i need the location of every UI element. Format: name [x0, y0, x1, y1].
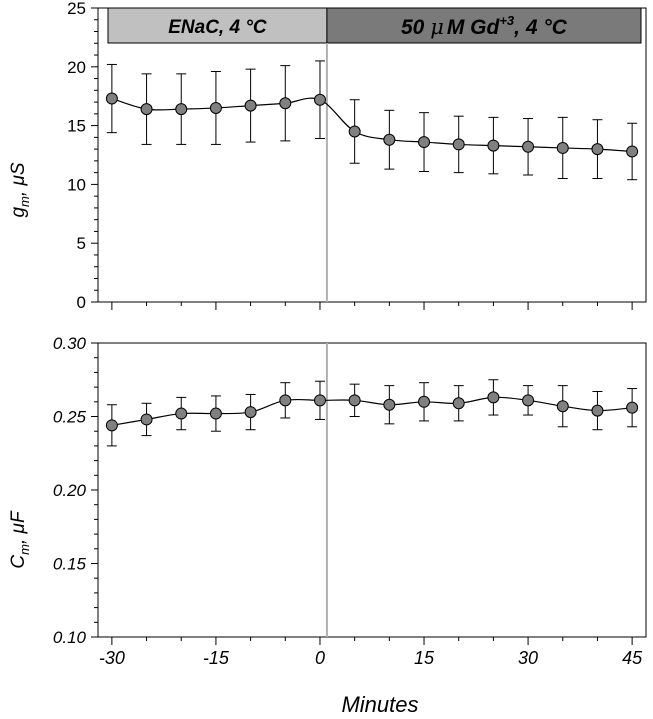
y-axis-label-subscript: m — [17, 196, 32, 207]
data-point — [452, 397, 465, 410]
y-axis-label-subscript: m — [17, 544, 32, 555]
y-tick-label: 0.30 — [53, 334, 87, 353]
data-point — [626, 145, 639, 158]
data-point — [175, 103, 188, 116]
x-axis-label: Minutes — [341, 692, 418, 717]
condition-label-part: M Gd — [447, 16, 501, 39]
y-tick-label: 0.10 — [53, 628, 87, 647]
y-axis-label: gm, μS — [8, 162, 32, 217]
series-line — [111, 97, 633, 153]
y-axis-label-main: C — [8, 555, 29, 569]
data-point — [209, 101, 222, 114]
data-point — [418, 395, 431, 408]
data-point — [626, 401, 639, 414]
y-tick-label: 0.20 — [53, 481, 87, 500]
data-point — [244, 99, 257, 112]
data-point — [140, 103, 153, 116]
x-tick-label: 15 — [414, 648, 435, 668]
plot-frame — [97, 7, 647, 303]
data-point — [522, 140, 535, 153]
x-tick-label: -30 — [99, 648, 125, 668]
data-point — [452, 138, 465, 151]
condition-label-part: 50 — [401, 16, 430, 39]
y-tick-label: 10 — [67, 175, 86, 194]
y-tick-label: 5 — [77, 234, 86, 253]
data-point — [279, 394, 292, 407]
condition-label-control: ENaC, 4 °C — [168, 17, 267, 38]
y-tick-label: 20 — [67, 58, 86, 77]
condition-bar-gd — [326, 7, 642, 44]
x-tick-label: 30 — [518, 648, 538, 668]
data-point — [556, 141, 569, 154]
data-point — [383, 133, 396, 146]
y-axis-label-unit: , μF — [8, 510, 29, 544]
data-point — [487, 139, 500, 152]
condition-label-superscript: +3 — [499, 13, 515, 28]
series-line — [111, 396, 633, 426]
data-point — [383, 398, 396, 411]
data-point — [313, 93, 326, 106]
y-axis-label: Cm, μF — [8, 510, 32, 569]
data-point — [348, 125, 361, 138]
cm-panel: 0.10 0.15 0.20 0.25 0.30 Cm, μF -30 -15 0 15 30 45 — [8, 334, 647, 668]
y-tick-label: 0 — [77, 293, 86, 312]
data-point — [105, 419, 118, 432]
x-tick-label: 45 — [622, 648, 643, 668]
y-tick-label: 0.15 — [53, 555, 87, 574]
data-point — [591, 143, 604, 156]
data-point — [348, 394, 361, 407]
condition-bar-control — [107, 7, 328, 44]
data-point — [244, 406, 257, 419]
condition-label-part: μ — [430, 15, 444, 39]
data-point — [591, 404, 604, 417]
data-point — [556, 400, 569, 413]
condition-label-part: , 4 °C — [513, 16, 568, 39]
y-tick-label: 15 — [67, 117, 86, 136]
data-point — [105, 92, 118, 105]
y-tick-label: 25 — [67, 0, 86, 18]
plot-frame — [97, 342, 647, 638]
data-point — [175, 407, 188, 420]
data-point — [140, 413, 153, 426]
data-point — [487, 391, 500, 404]
data-point — [313, 394, 326, 407]
x-tick-label: 0 — [315, 648, 325, 668]
data-point — [209, 407, 222, 420]
y-tick-label: 0.25 — [53, 408, 87, 427]
data-point — [418, 136, 431, 149]
y-axis-label-main: g — [8, 207, 29, 218]
data-point — [522, 394, 535, 407]
x-tick-label: -15 — [203, 648, 230, 668]
y-axis-label-unit: , μS — [8, 162, 29, 196]
data-point — [279, 97, 292, 110]
